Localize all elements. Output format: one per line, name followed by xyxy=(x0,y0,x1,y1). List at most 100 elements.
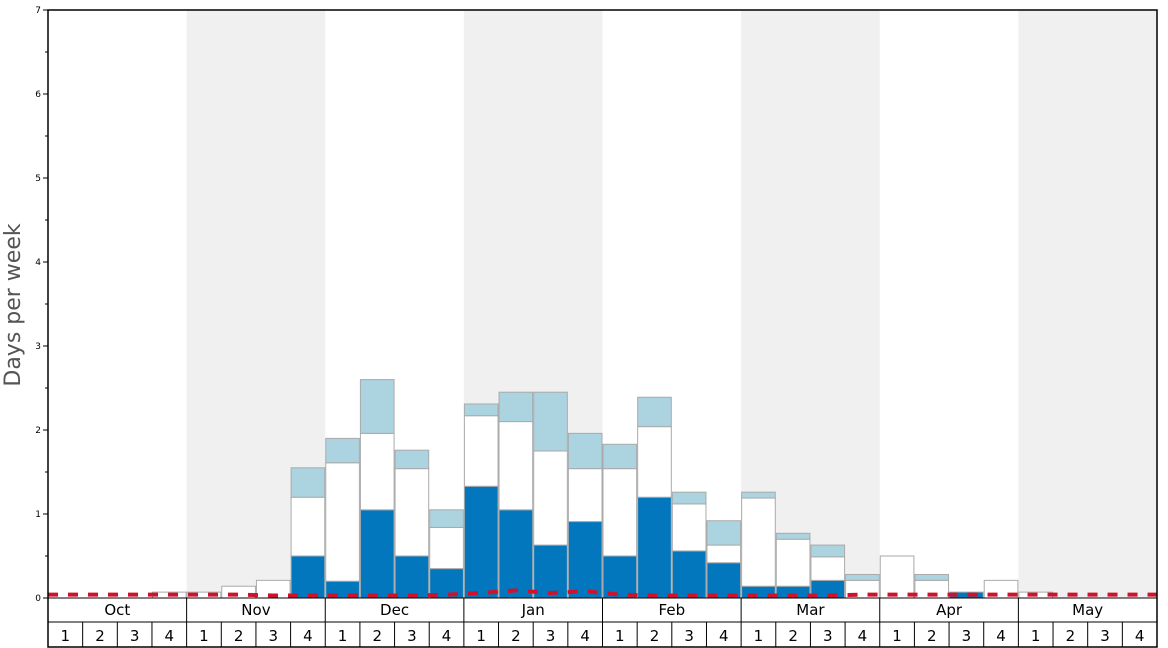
month-label: Jan xyxy=(521,601,545,619)
week-label: 3 xyxy=(130,627,140,645)
month-bands xyxy=(186,10,1157,598)
week-label: 2 xyxy=(927,627,937,645)
bars xyxy=(151,379,1054,599)
week-label: 3 xyxy=(962,627,972,645)
y-tick-label: 4 xyxy=(35,258,41,268)
week-label: 2 xyxy=(650,627,660,645)
y-tick-label: 2 xyxy=(35,426,41,436)
bar-segment-white xyxy=(394,468,430,557)
week-label: 1 xyxy=(1031,627,1041,645)
month-label: Nov xyxy=(241,601,270,619)
week-label: 2 xyxy=(234,627,244,645)
y-tick-label: 1 xyxy=(35,510,41,520)
bar-segment-light xyxy=(325,437,360,464)
week-label: 3 xyxy=(684,627,694,645)
bar-segment-light xyxy=(394,449,430,470)
bar-segment-white xyxy=(671,503,707,552)
bar-segment-dark xyxy=(533,544,568,599)
bar-segment-light xyxy=(429,509,464,528)
week-label: 1 xyxy=(199,627,209,645)
month-label: Apr xyxy=(936,601,963,619)
y-tick-label: 6 xyxy=(35,90,41,100)
bar-segment-white xyxy=(533,450,568,546)
bar-segment-white xyxy=(359,432,395,511)
bar-segment-light xyxy=(671,491,707,505)
bar-segment-light xyxy=(810,544,846,558)
bar-segment-light xyxy=(741,491,776,499)
y-tick-label: 5 xyxy=(35,174,41,184)
week-label: 4 xyxy=(165,627,175,645)
bar-segment-white xyxy=(463,415,499,487)
bar-segment-light xyxy=(775,532,811,540)
week-label: 2 xyxy=(511,627,521,645)
y-axis: 0 1 2 3 4 5 6 7 xyxy=(35,6,48,604)
bar-segment-dark xyxy=(706,562,742,599)
bar-segment-light xyxy=(567,432,603,470)
bar-segment-white xyxy=(325,462,360,582)
week-label: 4 xyxy=(719,627,729,645)
week-label: 1 xyxy=(754,627,764,645)
bar-segment-white xyxy=(706,544,742,564)
bar-segment-dark xyxy=(290,555,326,599)
week-label: 2 xyxy=(372,627,382,645)
bar-segment-white xyxy=(775,538,811,587)
week-label: 4 xyxy=(303,627,313,645)
bar-segment-dark xyxy=(359,509,395,599)
week-label: 1 xyxy=(476,627,486,645)
week-label: 2 xyxy=(1066,627,1076,645)
week-label: 3 xyxy=(546,627,556,645)
week-label: 3 xyxy=(823,627,833,645)
month-label: May xyxy=(1072,601,1103,619)
month-label: Dec xyxy=(380,601,409,619)
month-label: Mar xyxy=(796,601,825,619)
bar-segment-dark xyxy=(567,521,603,599)
bar-segment-white xyxy=(567,468,603,523)
week-label: 1 xyxy=(338,627,348,645)
week-label: 1 xyxy=(615,627,625,645)
week-label: 4 xyxy=(442,627,452,645)
bar-segment-light xyxy=(706,520,742,546)
bar-segment-dark xyxy=(671,550,707,599)
bar-segment-white xyxy=(429,526,464,570)
bar-segment-white xyxy=(498,421,534,511)
bar-segment-dark xyxy=(463,485,499,599)
week-label: 2 xyxy=(788,627,798,645)
bar-segment-white xyxy=(602,468,638,557)
week-label: 3 xyxy=(268,627,278,645)
month-band xyxy=(1018,10,1157,598)
bar-segment-light xyxy=(290,467,326,498)
y-axis-label: Days per week xyxy=(1,223,26,386)
bar-segment-dark xyxy=(637,496,672,599)
bar-segment-white xyxy=(879,555,915,599)
week-label: 1 xyxy=(61,627,71,645)
week-label: 3 xyxy=(1100,627,1110,645)
week-label: 4 xyxy=(580,627,590,645)
week-label: 1 xyxy=(892,627,902,645)
month-label: Feb xyxy=(659,601,686,619)
week-label: 3 xyxy=(407,627,417,645)
y-tick-label: 0 xyxy=(35,594,41,604)
bar-segment-dark xyxy=(602,555,638,599)
week-label: 4 xyxy=(858,627,868,645)
bar-segment-dark xyxy=(394,555,430,599)
bar-segment-light xyxy=(498,391,534,423)
bar-segment-dark xyxy=(498,509,534,599)
month-label: Oct xyxy=(104,601,130,619)
y-tick-label: 3 xyxy=(35,342,41,352)
x-axis: Oct 1 2 3 4 Nov 1 2 3 4 Dec 1 2 3 4 Jan 1 2 3 4 Feb 1 2 3 4 Mar 1 2… xyxy=(61,598,1145,647)
bar-segment-light xyxy=(637,396,672,428)
week-label: 4 xyxy=(996,627,1006,645)
bar-segment-white xyxy=(290,496,326,557)
bar-segment-light xyxy=(533,391,568,452)
bar-segment-light xyxy=(602,443,638,470)
bar-segment-white xyxy=(741,497,776,587)
bar-segment-light xyxy=(845,573,880,581)
week-label: 2 xyxy=(95,627,105,645)
week-label: 4 xyxy=(1135,627,1145,645)
bar-segment-light xyxy=(914,573,950,581)
bar-segment-white xyxy=(810,556,846,581)
bar-segment-white xyxy=(637,426,672,498)
bar-segment-light xyxy=(463,403,499,417)
